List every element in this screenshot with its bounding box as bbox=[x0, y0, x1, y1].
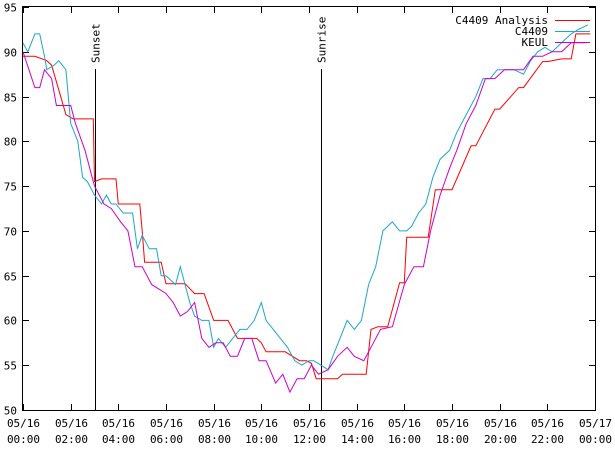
x-tick-time-label: 00:00 bbox=[579, 433, 612, 446]
x-tick-date-label: 05/16 bbox=[484, 417, 517, 430]
x-tick-time-label: 04:00 bbox=[102, 433, 135, 446]
y-tick-label: 70 bbox=[4, 226, 17, 239]
legend-label: C4409 Analysis bbox=[455, 14, 548, 27]
x-tick-time-label: 16:00 bbox=[388, 433, 421, 446]
x-tick-time-label: 22:00 bbox=[531, 433, 564, 446]
series-lines bbox=[22, 24, 591, 394]
series-line-3 bbox=[22, 42, 586, 394]
y-tick-label: 50 bbox=[4, 405, 17, 418]
x-tick-time-label: 12:00 bbox=[293, 433, 326, 446]
legend-label: C4409 bbox=[515, 25, 548, 38]
x-tick-time-label: 08:00 bbox=[198, 433, 231, 446]
x-tick-date-label: 05/16 bbox=[293, 417, 326, 430]
x-tick-time-label: 06:00 bbox=[150, 433, 183, 446]
y-tick-label: 65 bbox=[4, 271, 17, 284]
y-axis-ticks: 50 55 60 65 70 75 80 85 90 95 bbox=[4, 2, 595, 418]
legend-label: KEUL bbox=[522, 36, 549, 49]
x-tick-time-label: 20:00 bbox=[484, 433, 517, 446]
y-tick-label: 85 bbox=[4, 92, 17, 105]
x-tick-time-label: 14:00 bbox=[341, 433, 374, 446]
y-tick-label: 75 bbox=[4, 181, 17, 194]
x-tick-date-label: 05/16 bbox=[7, 417, 40, 430]
x-tick-date-label: 05/16 bbox=[436, 417, 469, 430]
annotation-label-sunrise: Sunrise bbox=[316, 17, 329, 63]
x-tick-date-label: 05/16 bbox=[55, 417, 88, 430]
annotation-lines: Sunset Sunrise bbox=[90, 17, 329, 410]
plot-frame bbox=[22, 6, 596, 411]
x-tick-date-label: 05/16 bbox=[245, 417, 278, 430]
x-tick-date-label: 05/16 bbox=[198, 417, 231, 430]
y-tick-label: 80 bbox=[4, 136, 17, 149]
series-line-2 bbox=[22, 24, 589, 371]
x-axis-ticks: 05/16 00:00 05/16 02:00 05/16 04:00 05/16 06:00… bbox=[7, 7, 612, 446]
x-tick-date-label: 05/16 bbox=[102, 417, 135, 430]
x-tick-date-label: 05/16 bbox=[341, 417, 374, 430]
x-tick-time-label: 00:00 bbox=[7, 433, 40, 446]
x-tick-time-label: 18:00 bbox=[436, 433, 469, 446]
y-tick-label: 90 bbox=[4, 47, 17, 60]
annotation-label-sunset: Sunset bbox=[90, 23, 103, 63]
x-tick-time-label: 02:00 bbox=[55, 433, 88, 446]
series-line-1 bbox=[23, 33, 591, 380]
x-tick-date-label: 05/16 bbox=[531, 417, 564, 430]
x-tick-date-label: 05/17 bbox=[579, 417, 612, 430]
y-tick-label: 60 bbox=[4, 315, 17, 328]
y-tick-label: 95 bbox=[4, 2, 17, 15]
x-tick-time-label: 10:00 bbox=[245, 433, 278, 446]
x-tick-date-label: 05/16 bbox=[150, 417, 183, 430]
y-tick-label: 55 bbox=[4, 360, 17, 373]
x-tick-date-label: 05/16 bbox=[388, 417, 421, 430]
